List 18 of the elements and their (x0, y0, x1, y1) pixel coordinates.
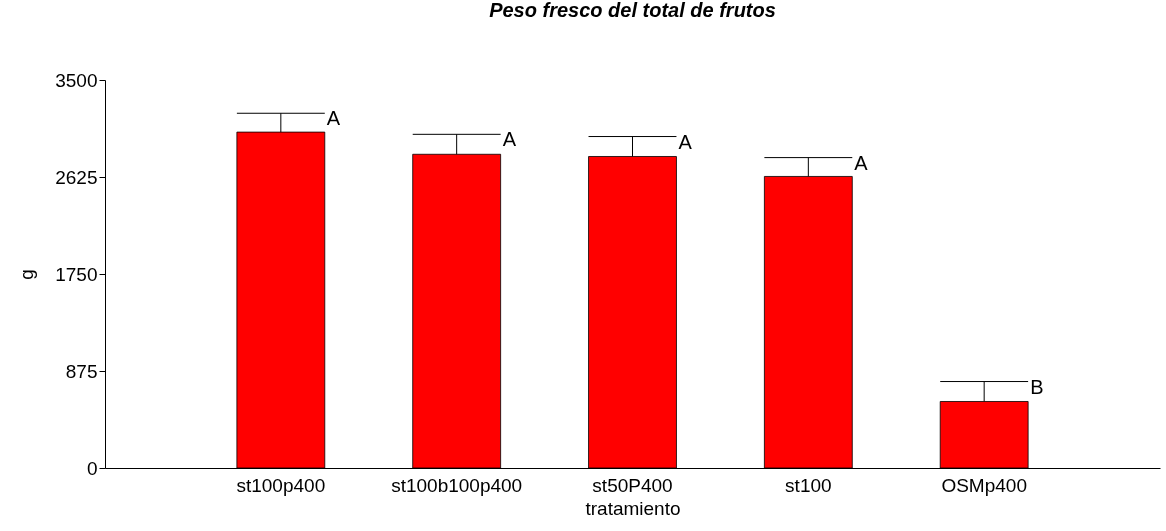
x-tick-label: OSMp400 (941, 474, 1027, 496)
y-tick-label: 3500 (55, 69, 98, 91)
annotation: A (678, 130, 693, 153)
y-tick-label: 875 (65, 360, 98, 382)
chart-title: Peso fresco del total de frutos (489, 0, 776, 21)
x-tick-label: st100 (785, 474, 832, 496)
y-tick-label: 0 (86, 457, 98, 479)
annotation: B (1030, 375, 1044, 398)
x-tick-label: st50P400 (592, 474, 673, 496)
annotation: A (854, 151, 869, 174)
annotation: A (326, 107, 341, 130)
x-axis-title: tratamiento (585, 497, 681, 519)
y-tick-label: 2625 (55, 166, 98, 188)
x-tick-label: st100b100p400 (391, 474, 523, 496)
y-axis-title: g (16, 269, 38, 280)
x-tick-label: st100p400 (236, 474, 326, 496)
annotation: A (502, 128, 517, 151)
y-tick-label: 1750 (55, 263, 98, 285)
